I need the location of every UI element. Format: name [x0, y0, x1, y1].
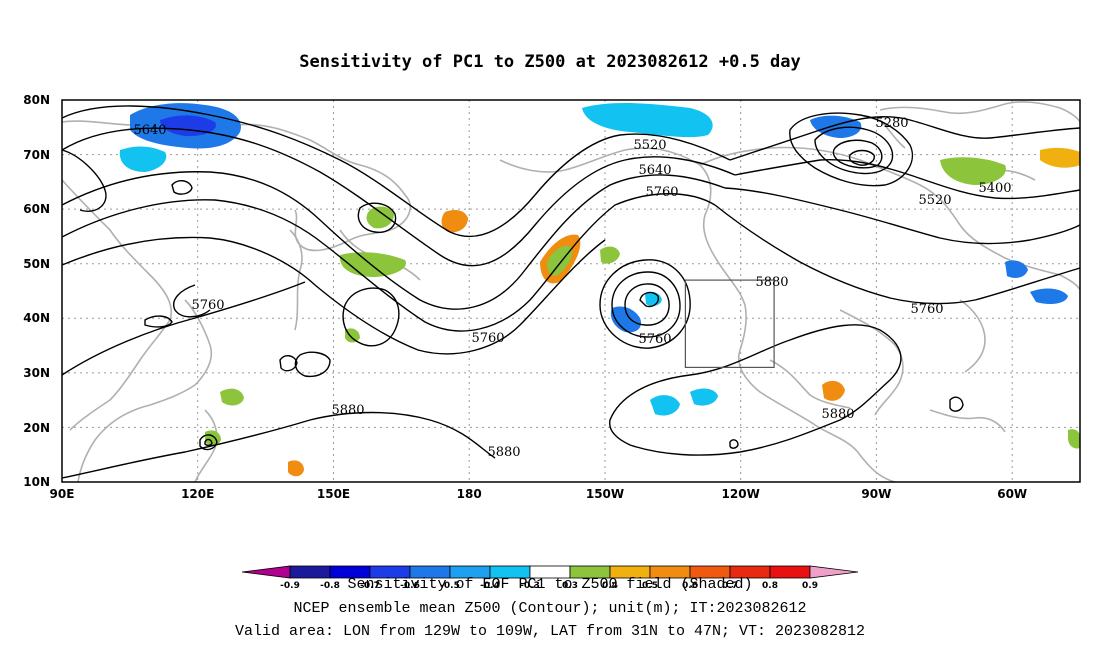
contour-label: 5400 [978, 181, 1011, 196]
caption-shading: Sensitivity of EOF PC1 to Z500 field (Sh… [347, 576, 752, 593]
shade-negative-cutoff-low [610, 306, 642, 333]
colorbar-tick-label: -0.7 [360, 581, 380, 591]
shade-negative-newfoundland [1005, 260, 1028, 278]
colorbar-tick-label: 0.5 [642, 581, 658, 591]
colorbar-tick-label: -0.3 [520, 581, 540, 591]
colorbar-tick-label: 0.3 [562, 581, 578, 591]
sensitivity-shading [119, 103, 1080, 477]
colorbar: -0.9 -0.8 -0.7 -0.6 -0.5 -0.4 -0.3 0.3 0.4 0.5 0.6… [241, 565, 859, 591]
shade-positive-greenland [940, 157, 1006, 185]
shade-positive-atlantic [1040, 147, 1080, 168]
z500-contours [61, 105, 1081, 479]
shade-positive-bering [441, 210, 468, 233]
colorbar-min-arrow [241, 565, 291, 579]
contour-label: 5880 [487, 445, 520, 460]
contour-label: 5640 [133, 123, 166, 138]
y-tick-label: 40N [23, 311, 50, 325]
colorbar-tick-label: 0.6 [682, 581, 698, 591]
shade-positive-kamchatka [366, 206, 394, 229]
contour-label: 5760 [638, 332, 671, 347]
contour-label: 5880 [331, 403, 364, 418]
y-tick-label: 80N [23, 93, 50, 107]
colorbar-swatch [769, 565, 811, 579]
contour-label: 5760 [910, 302, 943, 317]
y-tick-label: 70N [23, 148, 50, 162]
contour-labels: 5640 5520 5640 5760 5280 5400 5520 5760 … [133, 116, 1011, 460]
shade-negative-subtropics-2 [690, 388, 718, 406]
x-tick-label: 150W [586, 487, 624, 501]
y-tick-label: 50N [23, 257, 50, 271]
shade-positive-npac-mid [345, 328, 360, 343]
x-axis-labels: 90E 120E 150E 180 150W 120W 90W 60W [50, 487, 1028, 501]
shade-positive-east-edge [1068, 429, 1080, 449]
contour-label: 5520 [633, 138, 666, 153]
colorbar-tick-label: 0.4 [602, 581, 618, 591]
map-frame [61, 99, 1081, 483]
shade-negative-atlantic-south [1030, 288, 1068, 304]
colorbar-tick-label: 0.7 [722, 581, 738, 591]
y-axis-labels: 80N 70N 60N 50N 40N 30N 20N 10N [23, 93, 50, 489]
x-tick-label: 120W [722, 487, 760, 501]
y-tick-label: 60N [23, 202, 50, 216]
shade-positive-mexico [822, 380, 845, 401]
shade-positive-npac-east [600, 246, 620, 264]
gridlines [62, 100, 1080, 482]
colorbar-tick-label: -0.9 [280, 581, 300, 591]
contour-label: 5760 [645, 185, 678, 200]
caption-contour: NCEP ensemble mean Z500 (Contour); unit(… [293, 600, 806, 617]
colorbar-tick-label: 0.8 [762, 581, 778, 591]
shade-negative-arctic [582, 103, 713, 138]
y-tick-label: 30N [23, 366, 50, 380]
colorbar-tick-label: -0.5 [440, 581, 460, 591]
contour-label: 5520 [918, 193, 951, 208]
shade-positive-wpac-south [288, 460, 304, 477]
x-tick-label: 120E [181, 487, 214, 501]
contour-label: 5880 [755, 275, 788, 290]
shade-negative-asia-south [119, 146, 167, 172]
x-tick-label: 150E [317, 487, 350, 501]
contour-label: 5640 [638, 163, 671, 178]
shade-negative-subtropics-1 [650, 395, 680, 416]
contour-label: 5760 [471, 331, 504, 346]
y-tick-label: 10N [23, 475, 50, 489]
caption-valid-area: Valid area: LON from 129W to 109W, LAT f… [235, 623, 865, 640]
x-tick-label: 60W [997, 487, 1027, 501]
colorbar-tick-label: -0.8 [320, 581, 340, 591]
x-tick-label: 180 [457, 487, 482, 501]
y-tick-label: 20N [23, 421, 50, 435]
x-tick-label: 90E [50, 487, 75, 501]
colorbar-max-arrow [809, 565, 859, 579]
contour-label: 5880 [821, 407, 854, 422]
valid-area-box [684, 279, 775, 369]
figure-title: Sensitivity of PC1 to Z500 at 2023082612… [299, 52, 801, 72]
map-panel: 5640 5520 5640 5760 5280 5400 5520 5760 … [61, 99, 1081, 483]
shade-positive-philippine-sea [220, 388, 244, 406]
colorbar-tick-label: -0.4 [480, 581, 500, 591]
shade-positive-gulf-alaska-edge [546, 245, 573, 276]
coastlines [61, 101, 1081, 483]
colorbar-tick-label: -0.6 [400, 581, 420, 591]
x-tick-label: 90W [861, 487, 891, 501]
contour-label: 5280 [875, 116, 908, 131]
colorbar-tick-label: 0.9 [802, 581, 818, 591]
colorbar-swatch [289, 565, 331, 579]
contour-label: 5760 [191, 298, 224, 313]
